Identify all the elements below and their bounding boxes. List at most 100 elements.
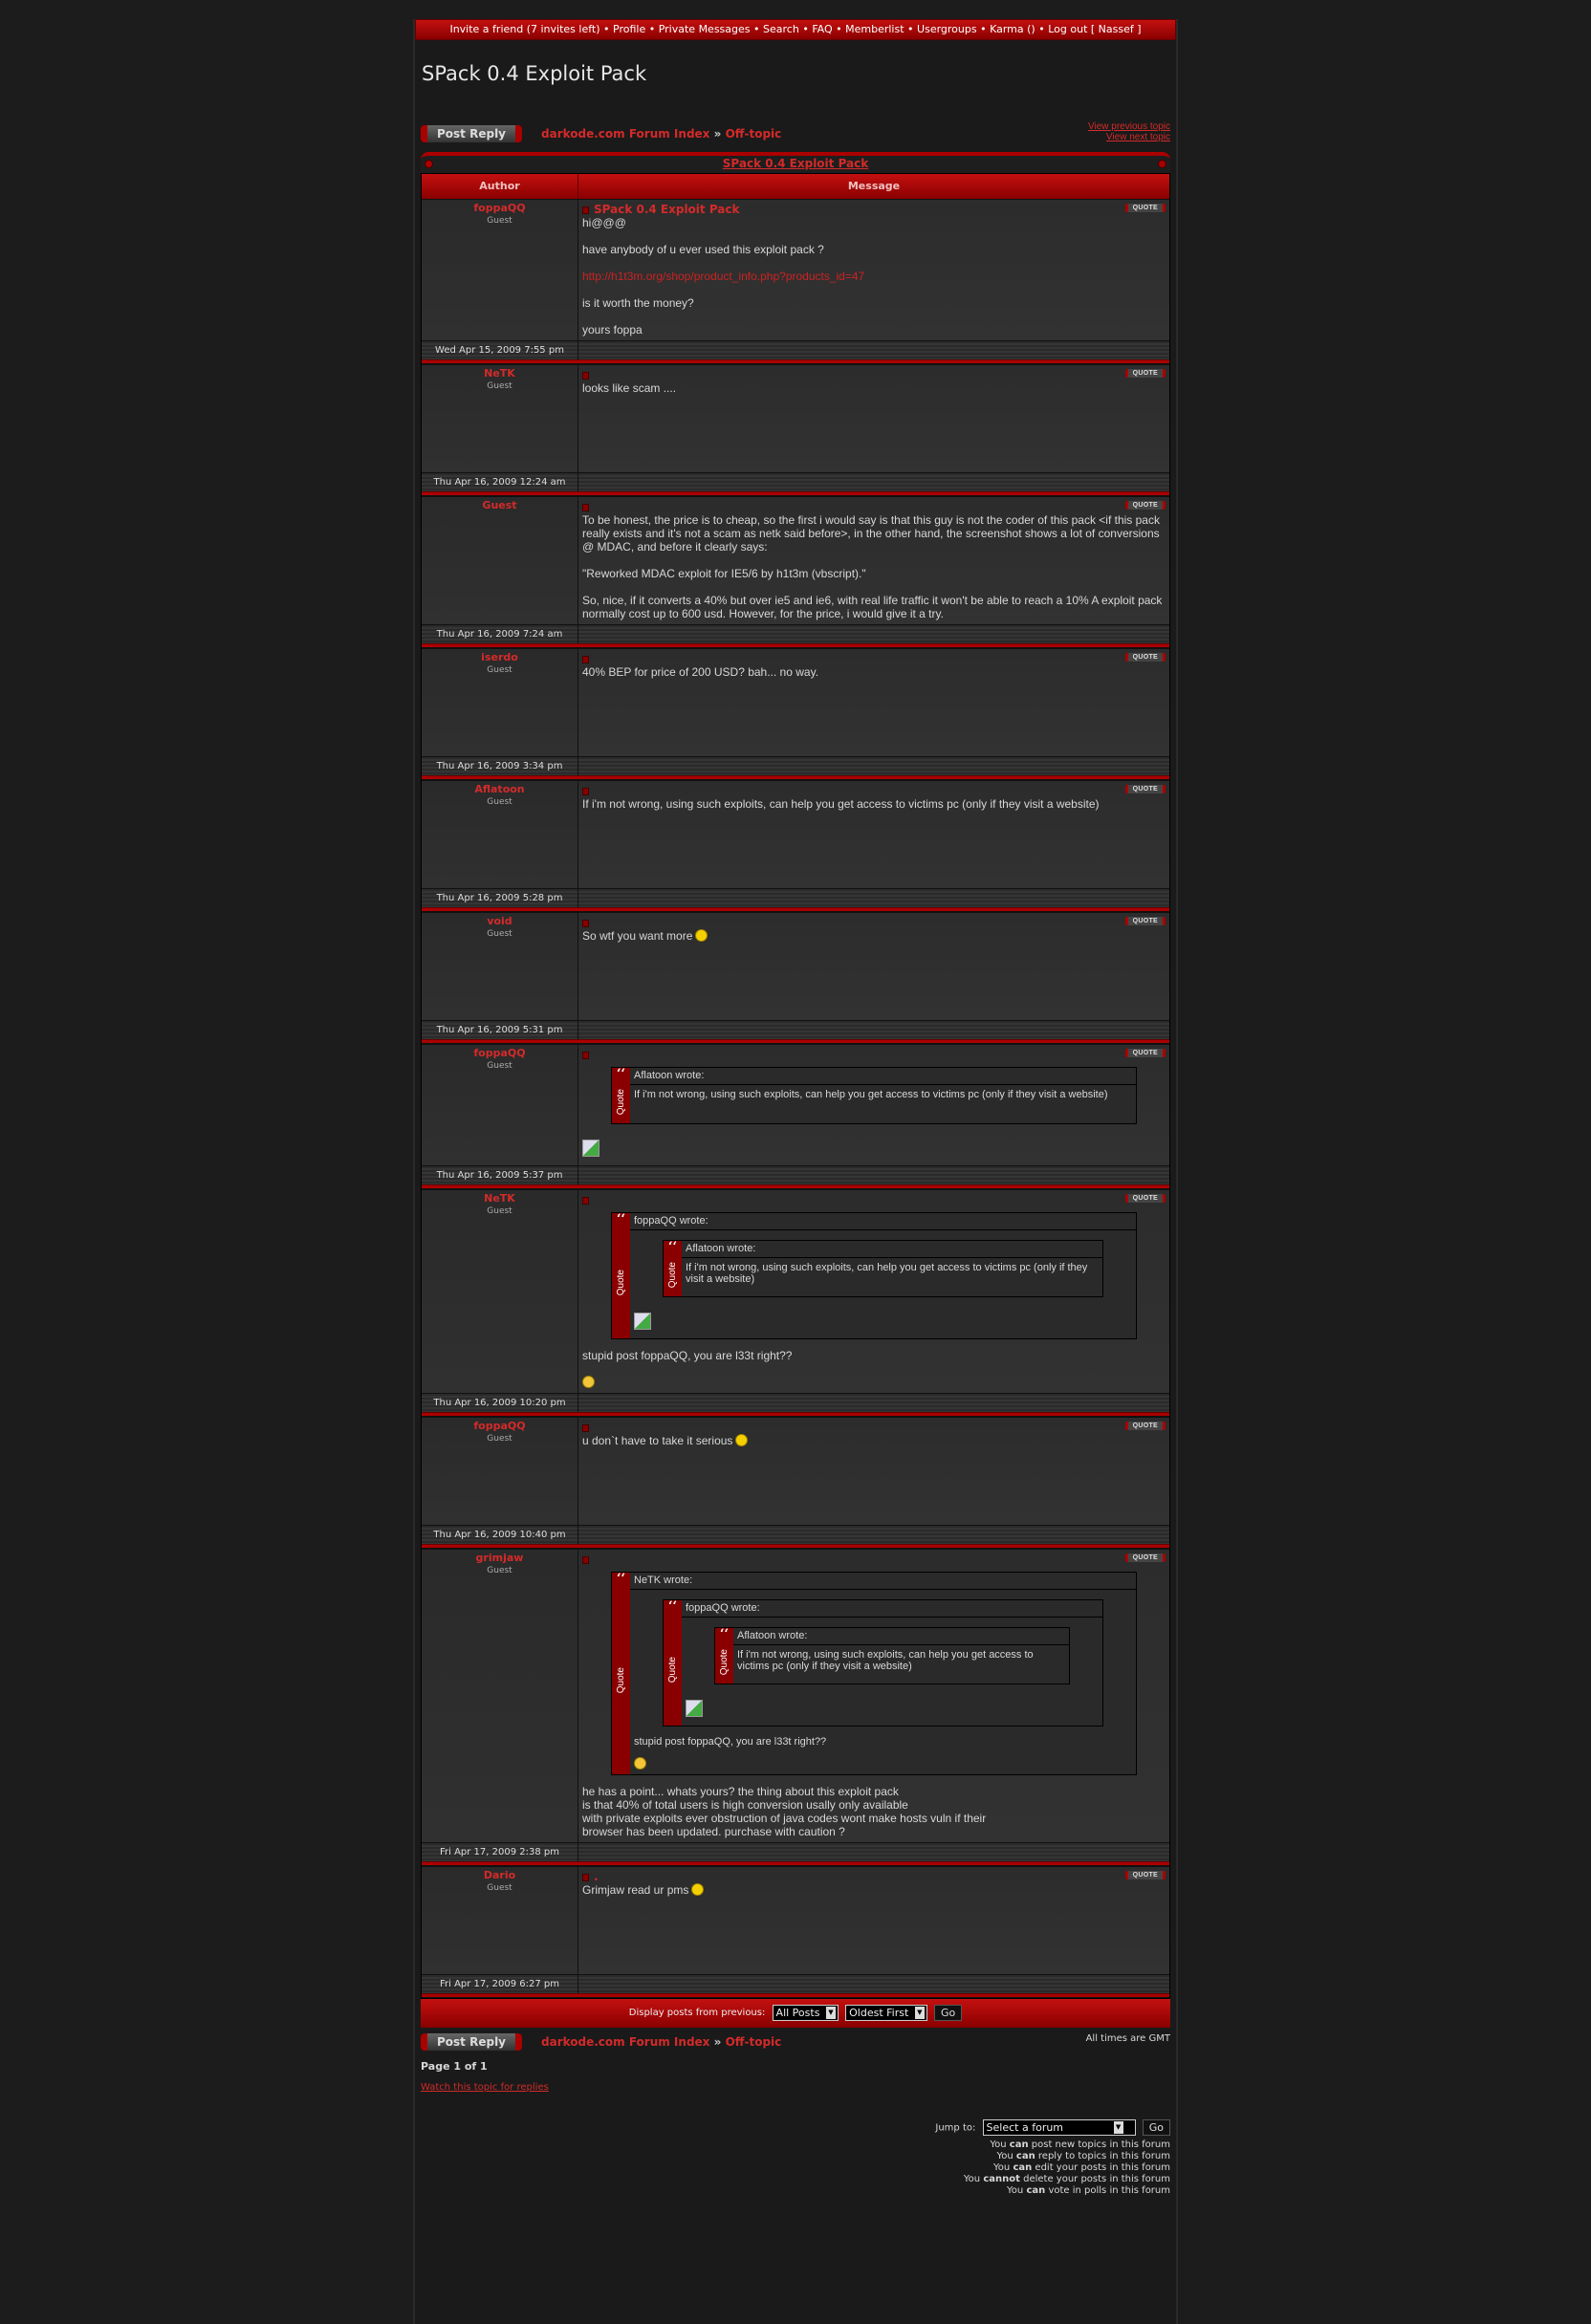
post-text: If i'm not wrong, using such exploits, c…	[582, 797, 1166, 811]
post-subject	[582, 916, 1166, 929]
topnav-item[interactable]: FAQ	[812, 23, 833, 35]
quote-button[interactable]: QUOTE	[1124, 1553, 1166, 1562]
author-name[interactable]: NeTK	[484, 367, 515, 380]
post-separator	[422, 1993, 1169, 1998]
bottom-section: Post Reply darkode.com Forum Index » Off…	[415, 2028, 1176, 2196]
post-separator	[422, 1861, 1169, 1866]
nav-separator: •	[907, 23, 914, 35]
topnav-item[interactable]: Profile	[613, 23, 646, 35]
post-date: Thu Apr 16, 2009 5:37 pm	[422, 1166, 578, 1184]
broken-image-icon	[634, 1313, 651, 1330]
author-name[interactable]: Dario	[483, 1869, 516, 1881]
permission-text: delete your posts in this forum	[1023, 2174, 1170, 2184]
author-role: Guest	[487, 1434, 512, 1444]
author-name[interactable]: foppaQQ	[473, 1047, 526, 1059]
post-body: looks like scam ....	[582, 381, 1166, 395]
dizzy-smiley-icon	[582, 1376, 595, 1388]
topic-title-link[interactable]: SPack 0.4 Exploit Pack	[722, 157, 869, 170]
jump-forum-select[interactable]: Select a forum ▼	[982, 2119, 1136, 2136]
quote-button[interactable]: QUOTE	[1124, 501, 1166, 510]
view-previous-topic-link[interactable]: View previous topic	[1088, 121, 1170, 132]
post-author: Aflatoon Guest	[422, 781, 578, 888]
post-icon	[582, 371, 589, 380]
post-separator	[422, 1039, 1169, 1044]
post-author: foppaQQ Guest	[422, 1418, 578, 1525]
posts-period-select[interactable]: All Posts ▼	[772, 2004, 839, 2021]
bar-dot-icon	[425, 160, 433, 168]
post-date-row: Thu Apr 16, 2009 3:34 pm	[422, 756, 1169, 775]
post-link-paragraph: http://h1t3m.org/shop/product_info.php?p…	[582, 270, 1166, 283]
breadcrumb-forum[interactable]: Off-topic	[725, 127, 782, 141]
topnav-item[interactable]: Usergroups	[917, 23, 977, 35]
topnav-item[interactable]: Search	[763, 23, 799, 35]
quote-main: foppaQQ wrote: ‘‘ Quote Aflatoon wrote: If i…	[682, 1600, 1102, 1726]
post-date: Thu Apr 16, 2009 7:24 am	[422, 625, 578, 643]
post-text-content: If i'm not wrong, using such exploits, c…	[582, 797, 1100, 811]
breadcrumb-forum[interactable]: Off-topic	[725, 2035, 782, 2049]
post-separator	[422, 775, 1169, 780]
post-text-content: u don`t have to take it serious	[582, 1434, 733, 1447]
post-date-row: Thu Apr 16, 2009 5:28 pm	[422, 888, 1169, 907]
topnav-item[interactable]: Private Messages	[658, 23, 751, 35]
quote-button[interactable]: QUOTE	[1124, 785, 1166, 793]
post-text-content: he has a point... whats yours? the thing…	[582, 1785, 987, 1838]
table-header: Author Message	[422, 174, 1169, 199]
author-name[interactable]: void	[487, 915, 512, 927]
post-text: If i'm not wrong, using such exploits, c…	[686, 1262, 1099, 1285]
post-subject	[582, 1421, 1166, 1434]
author-name[interactable]: Aflatoon	[474, 783, 525, 795]
quote-side-label: Quote	[616, 1089, 626, 1116]
post-text: "Reworked MDAC exploit for IE5/6 by h1t3…	[582, 567, 1166, 580]
quote-button[interactable]: QUOTE	[1124, 1871, 1166, 1879]
post-author: NeTK Guest	[422, 1190, 578, 1393]
image-wrapper	[686, 1694, 1099, 1722]
author-name[interactable]: NeTK	[484, 1192, 515, 1205]
image-wrapper	[582, 1134, 1166, 1162]
display-go-button[interactable]: Go	[933, 2004, 963, 2021]
post-date: Fri Apr 17, 2009 2:38 pm	[422, 1843, 578, 1861]
post-body: Grimjaw read ur pms	[582, 1883, 1166, 1897]
post-date: Thu Apr 16, 2009 10:40 pm	[422, 1526, 578, 1544]
topnav-item[interactable]: Invite a friend (7 invites left)	[449, 23, 600, 35]
breadcrumb-forum-index[interactable]: darkode.com Forum Index	[541, 127, 710, 141]
topnav-item[interactable]: Memberlist	[845, 23, 904, 35]
topnav-item[interactable]: Karma ()	[990, 23, 1035, 35]
quote-button[interactable]: QUOTE	[1124, 369, 1166, 378]
column-message: Message	[847, 180, 901, 192]
post-message: SPack 0.4 Exploit Pack QUOTE hi@@@ have any…	[578, 200, 1169, 340]
jump-go-button[interactable]: Go	[1142, 2119, 1170, 2136]
quote-button[interactable]: QUOTE	[1124, 1049, 1166, 1057]
quote-button[interactable]: QUOTE	[1124, 653, 1166, 662]
post-reply-button-bottom[interactable]: Post Reply	[421, 2033, 522, 2051]
author-name[interactable]: foppaQQ	[473, 1420, 526, 1432]
quote-button[interactable]: QUOTE	[1124, 917, 1166, 925]
post-text-content: So wtf you want more	[582, 929, 693, 943]
view-next-topic-link[interactable]: View next topic	[1105, 132, 1170, 142]
topnav-item[interactable]: Log out [ Nassef ]	[1048, 23, 1142, 35]
breadcrumb-forum-index[interactable]: darkode.com Forum Index	[541, 2035, 710, 2049]
quote-sidebar: ‘‘ Quote	[612, 1068, 630, 1123]
post-link[interactable]: http://h1t3m.org/shop/product_info.php?p…	[582, 270, 865, 283]
post-author: void Guest	[422, 913, 578, 1020]
post-body: u don`t have to take it serious	[582, 1434, 1166, 1447]
quote-main: Aflatoon wrote: If i'm not wrong, using s…	[682, 1241, 1102, 1296]
quote-button[interactable]: QUOTE	[1124, 204, 1166, 212]
permissions-list: You can post new topics in this forum You…	[935, 2139, 1170, 2197]
post-text-content: yours foppa	[582, 323, 643, 337]
author-name[interactable]: grimjaw	[475, 1552, 524, 1564]
post-reply-button[interactable]: Post Reply	[421, 125, 522, 142]
author-name[interactable]: foppaQQ	[473, 202, 526, 214]
post-row: void Guest QUOTE So wtf you want more	[422, 912, 1169, 1020]
post-text-content: Grimjaw read ur pms	[582, 1883, 689, 1897]
author-name[interactable]: Guest	[482, 499, 517, 511]
permission-pre: You	[1007, 2185, 1024, 2196]
permission-text: post new topics in this forum	[1031, 2139, 1170, 2150]
quote-button[interactable]: QUOTE	[1124, 1422, 1166, 1430]
quote-button[interactable]: QUOTE	[1124, 1194, 1166, 1203]
watch-topic-link[interactable]: Watch this topic for replies	[421, 2082, 549, 2093]
post-author: iserdo Guest	[422, 649, 578, 756]
tongue-smiley-icon	[735, 1434, 749, 1446]
author-name[interactable]: iserdo	[481, 651, 518, 663]
nav-separator: •	[836, 23, 842, 35]
posts-order-select[interactable]: Oldest First ▼	[845, 2004, 927, 2021]
